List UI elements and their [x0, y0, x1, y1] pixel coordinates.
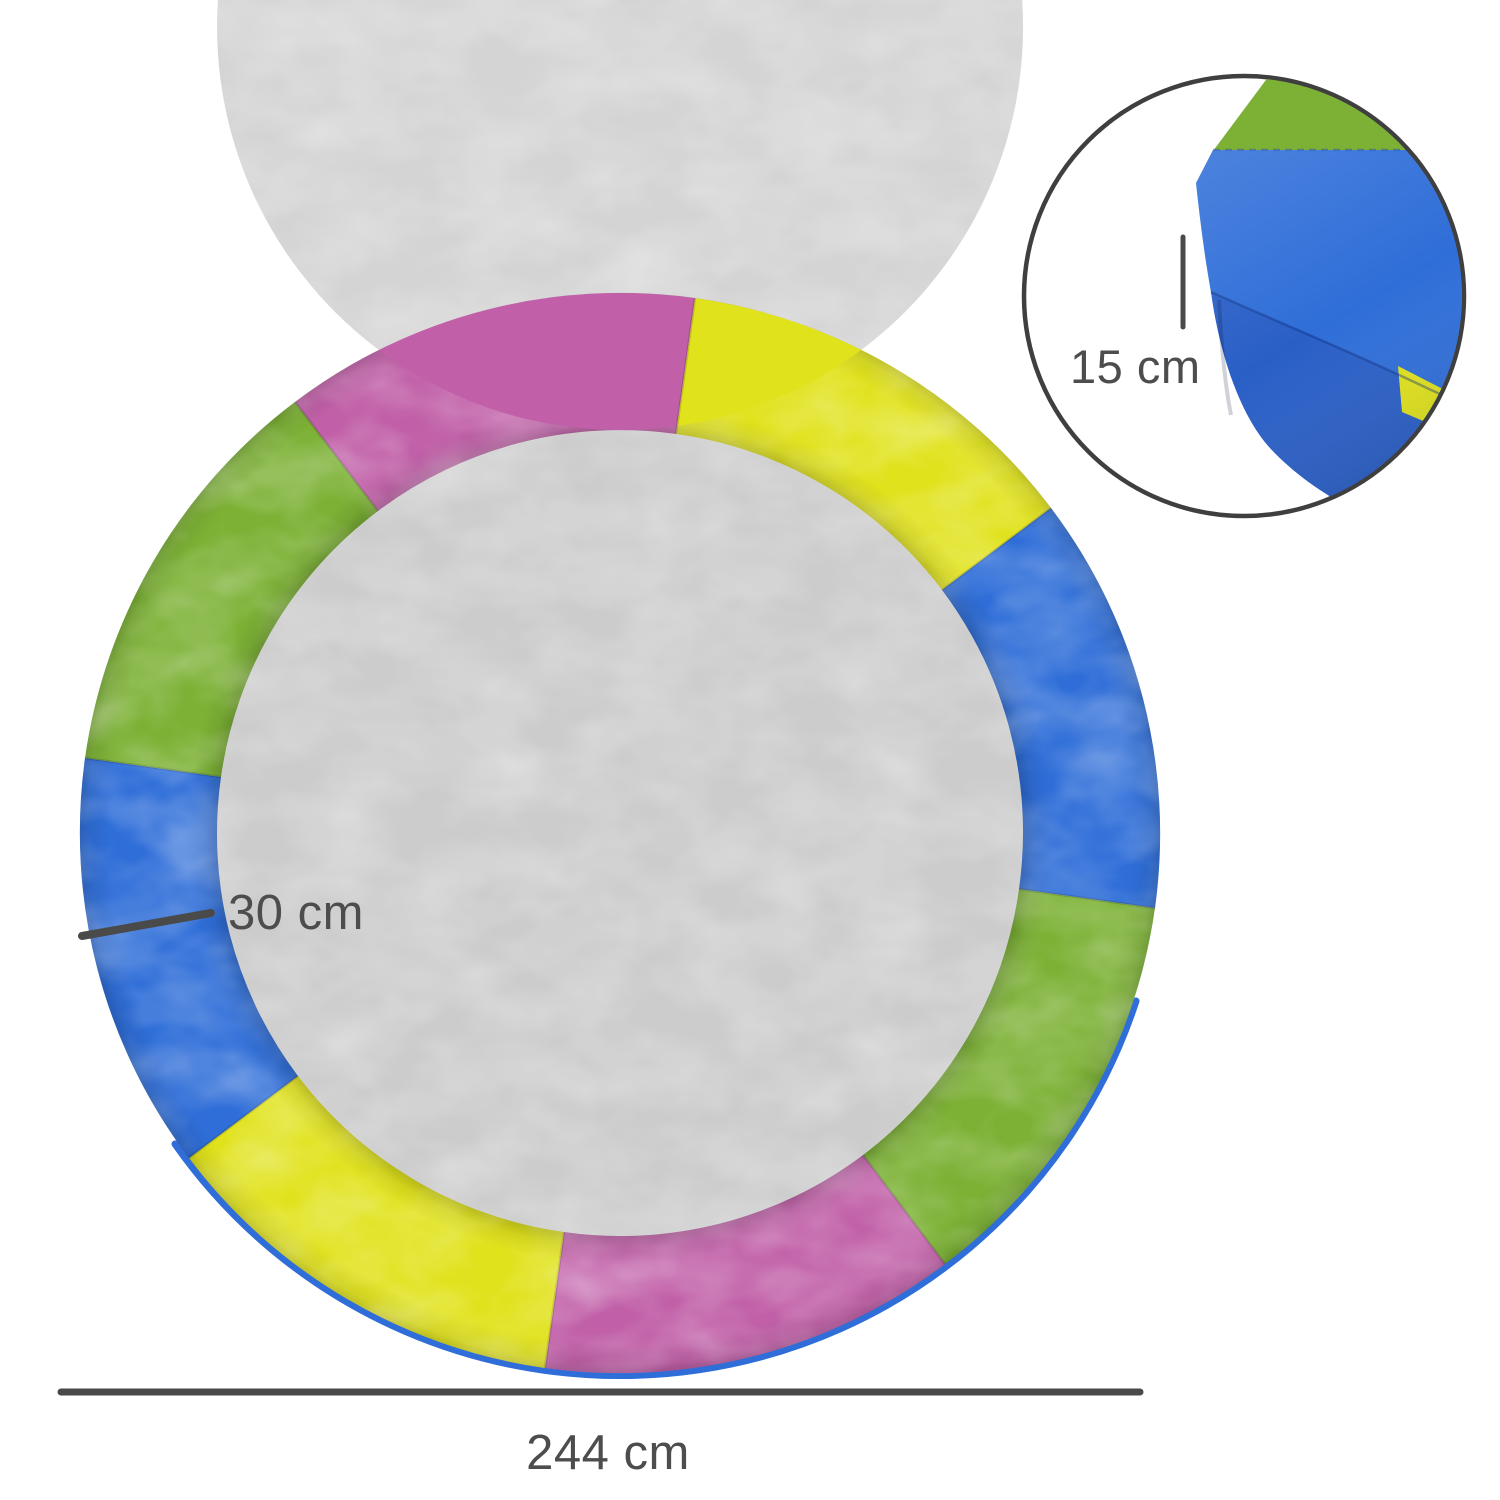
pad-ring — [79, 0, 1161, 1380]
diameter-label: 244 cm — [526, 1426, 690, 1480]
pad-underside-edge — [171, 997, 1140, 1380]
width-dimension-line — [78, 909, 215, 940]
width-label: 30 cm — [228, 886, 364, 940]
ring-crinkle-texture — [79, 0, 1160, 1373]
height-label: 15 cm — [1070, 340, 1201, 393]
inset-detail-view: 15 cm — [1021, 73, 1467, 519]
inset-green-corner — [1213, 78, 1462, 151]
